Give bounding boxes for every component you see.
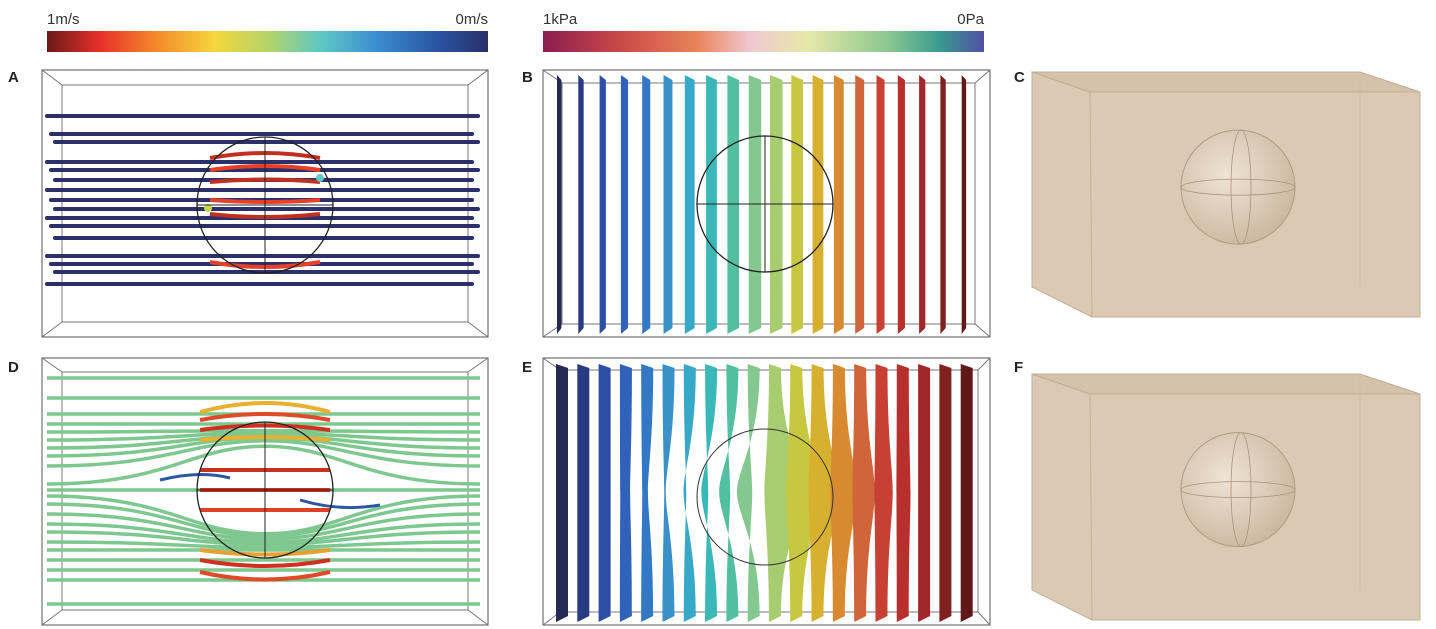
pressure-slab: [578, 75, 583, 334]
streamline-arc: [160, 474, 230, 480]
pressure-slab: [685, 75, 695, 334]
panel-label: A: [8, 69, 19, 86]
pressure-slab: [874, 364, 892, 622]
pressure-slab: [896, 364, 910, 622]
pressure-slab: [621, 75, 628, 334]
pressure-slab: [701, 364, 717, 622]
frame-edge: [42, 322, 62, 337]
colorbar-label: 1m/s: [47, 11, 80, 28]
panel-label: B: [522, 69, 533, 86]
pressure-slab: [684, 364, 696, 622]
streamline-arc: [300, 500, 380, 508]
pressure-slab: [641, 364, 653, 622]
streamline-end: [316, 174, 324, 182]
frame-edge: [42, 610, 62, 625]
frame-edge: [42, 70, 62, 85]
velocity-colorbar: [47, 31, 488, 52]
pressure-slab: [834, 75, 844, 334]
frame-edge: [42, 358, 62, 372]
domain-face: [1032, 374, 1420, 394]
pressure-slab: [737, 364, 760, 622]
pressure-colorbar: [543, 31, 984, 52]
pressure-slab: [898, 75, 905, 334]
pressure-slab: [600, 75, 606, 334]
frame-edge: [978, 612, 990, 625]
frame-edge: [468, 70, 488, 85]
panel-label: F: [1014, 359, 1023, 376]
panel-label: D: [8, 359, 19, 376]
domain-face: [1032, 72, 1420, 92]
frame-edge: [978, 358, 990, 370]
pressure-slab: [919, 75, 925, 334]
colorbar-label: 0m/s: [455, 11, 488, 28]
panel-label: E: [522, 359, 532, 376]
pressure-slab: [852, 364, 875, 622]
pressure-slab: [556, 364, 568, 622]
pressure-slab: [642, 75, 650, 334]
frame-edge: [468, 358, 488, 372]
sphere: [1181, 130, 1295, 244]
pressure-slab: [939, 364, 951, 622]
pressure-slab: [940, 75, 945, 334]
colorbar-label: 0Pa: [957, 11, 984, 28]
pressure-slab: [664, 75, 673, 334]
pressure-slab: [962, 75, 966, 334]
colorbar-label: 1kPa: [543, 11, 578, 28]
frame-edge: [975, 70, 990, 83]
pressure-slab: [918, 364, 930, 622]
pressure-slab: [961, 364, 973, 622]
figure: 1m/s 0m/s 1kPa 0Pa A B C D E F: [0, 0, 1436, 629]
frame-edge: [975, 324, 990, 337]
streamline-arc: [200, 403, 330, 412]
frame-edge: [468, 610, 488, 625]
pressure-slab: [620, 364, 632, 622]
pressure-slab: [599, 364, 611, 622]
pressure-slab: [719, 364, 738, 622]
frame-edge: [468, 322, 488, 337]
panel-label: C: [1014, 69, 1025, 86]
streamline: [47, 446, 480, 484]
panels: [42, 70, 1420, 625]
pressure-slab: [557, 75, 561, 334]
pressure-slab: [663, 364, 675, 622]
sphere: [1181, 433, 1295, 547]
pressure-slab: [855, 75, 864, 334]
pressure-slab: [577, 364, 589, 622]
streamline: [47, 496, 480, 534]
pressure-slab: [877, 75, 885, 334]
